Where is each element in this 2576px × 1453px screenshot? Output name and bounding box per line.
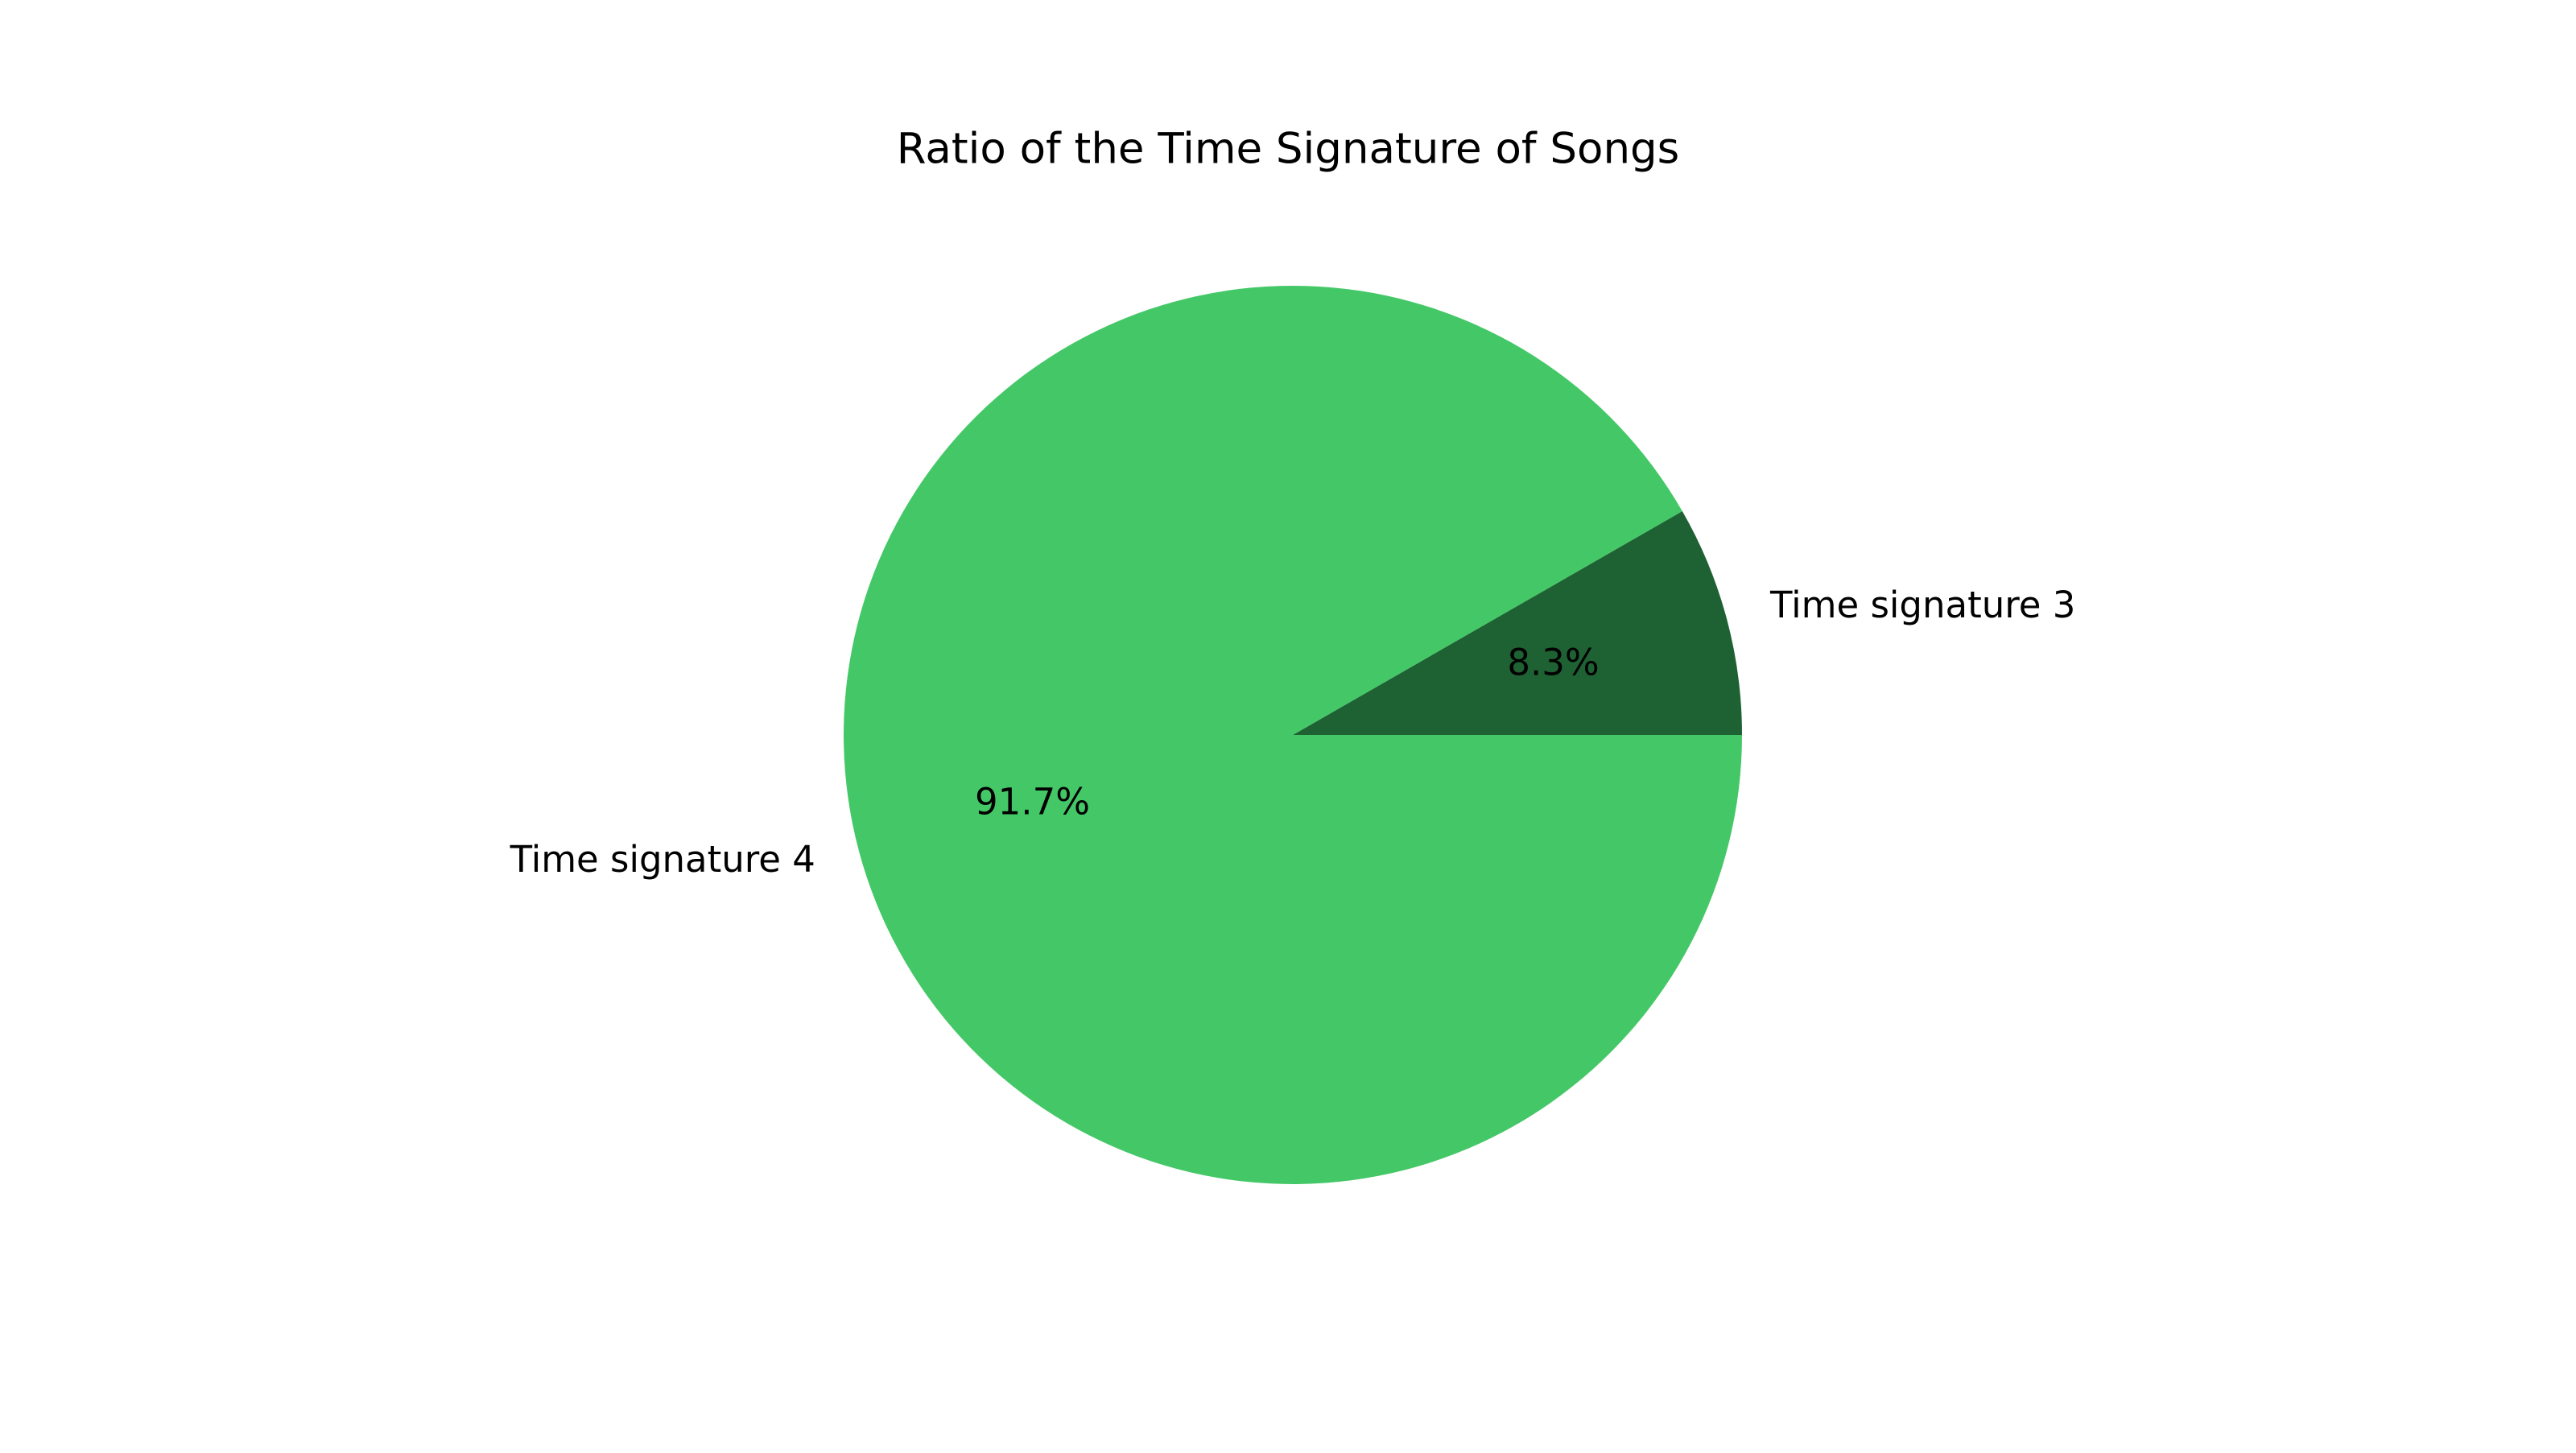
pie-slice-time-signature-4 <box>844 286 1742 1184</box>
slice-percent-time-signature-4: 91.7% <box>975 780 1090 823</box>
pie-slices <box>844 286 1742 1184</box>
slice-percent-time-signature-3: 8.3% <box>1507 642 1599 684</box>
slice-label-time-signature-3: Time signature 3 <box>1769 584 2075 626</box>
chart-title: Ratio of the Time Signature of Songs <box>897 125 1680 174</box>
pie-labels: Time signature 3 8.3% Time signature 4 91.7… <box>510 584 2076 881</box>
slice-label-time-signature-4: Time signature 4 <box>510 838 815 881</box>
pie-slice-time-signature-3 <box>1293 511 1742 735</box>
